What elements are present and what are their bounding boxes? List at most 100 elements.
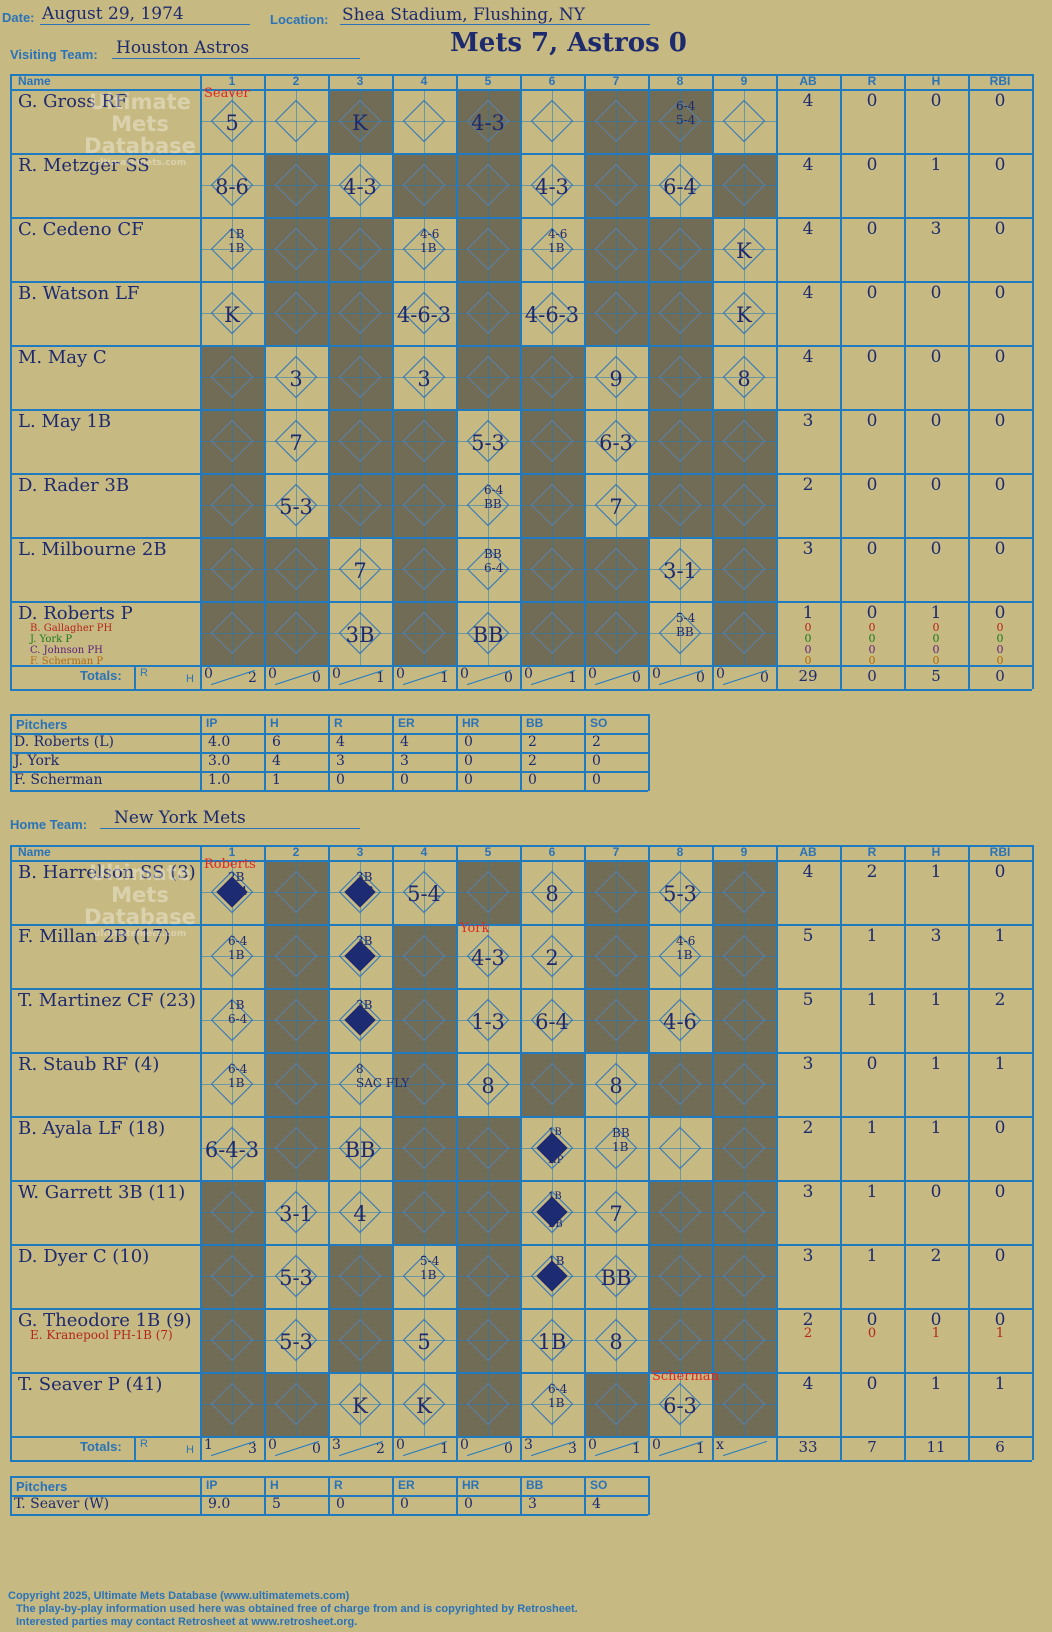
cell-guide-line	[520, 633, 584, 634]
column-border	[392, 74, 394, 689]
cell-guide-line	[584, 956, 648, 957]
pitch-header-so: SO	[590, 716, 608, 730]
play-result: K	[416, 1394, 432, 1418]
inning-runs: 0	[460, 1437, 469, 1453]
play-result: 5-3	[279, 495, 313, 519]
player-ab: 2	[802, 1118, 814, 1138]
play-result: 5	[225, 111, 239, 135]
player-r: 1	[866, 990, 878, 1010]
player-rbi: 0	[994, 91, 1006, 111]
play-result: 1-3	[471, 1010, 505, 1034]
cell-guide-line	[200, 1148, 264, 1149]
pitch-col-border	[520, 714, 522, 791]
cell-guide-line	[456, 1084, 520, 1085]
totals-h-label: H	[186, 1444, 194, 1456]
copyright-footer: Copyright 2025, Ultimate Mets Database (…	[8, 1590, 578, 1629]
cell-guide-line	[200, 377, 264, 378]
cell-guide-line	[648, 1212, 712, 1213]
column-border	[328, 845, 330, 1460]
player-name: C. Cedeno CF	[18, 219, 144, 240]
cell-guide-line	[328, 505, 392, 506]
pitcher-stat: 6	[272, 734, 281, 750]
cell-guide-line	[392, 1020, 456, 1021]
sub-r: 0	[867, 1326, 877, 1341]
column-border	[904, 74, 906, 689]
cell-guide-line	[264, 956, 328, 957]
cell-guide-line	[712, 377, 776, 378]
cell-guide-line	[200, 1404, 264, 1405]
pitcher-stat: 0	[464, 772, 473, 788]
inning-header-1: 1	[228, 74, 236, 88]
cell-guide-line	[648, 505, 712, 506]
pitch-header-er: ER	[398, 1478, 415, 1492]
pitcher-stat: 4	[272, 753, 281, 769]
pitch-col-border	[264, 1476, 266, 1515]
pitch-header-ip: IP	[206, 1478, 218, 1492]
inning-header-5: 5	[484, 845, 492, 859]
column-border	[10, 74, 12, 689]
pitch-header-h: H	[270, 1478, 279, 1492]
player-ab: 3	[802, 539, 814, 559]
inning-runs: x	[716, 1437, 724, 1453]
pitcher-stat: 2	[528, 734, 537, 750]
play-result: K	[224, 303, 240, 327]
play-result: 5-4 1B	[420, 1254, 440, 1282]
inning-header-4: 4	[420, 845, 428, 859]
cell-guide-line	[456, 633, 520, 634]
cell-guide-line	[264, 313, 328, 314]
inning-hits: 1	[440, 1441, 449, 1457]
pitch-row-border	[10, 790, 648, 792]
inning-runs: 0	[396, 1437, 405, 1453]
player-ab: 4	[802, 91, 814, 111]
player-name: D. Dyer C (10)	[18, 1246, 150, 1267]
cell-guide-line	[648, 956, 712, 957]
inning-header-7: 7	[612, 74, 620, 88]
watermark-logo: Ultimate Mets Database ultimatemets.com	[80, 91, 200, 191]
player-rbi: 1	[994, 926, 1006, 946]
play-result: 3	[417, 367, 431, 391]
play-result: 5	[417, 1330, 431, 1354]
pitch-header-h: H	[270, 716, 279, 730]
inning-header-4: 4	[420, 74, 428, 88]
player-ab: 4	[802, 219, 814, 239]
cell-guide-line	[392, 121, 456, 122]
sub-stat: 0	[868, 621, 876, 634]
player-r: 0	[866, 283, 878, 303]
player-h: 0	[930, 411, 942, 431]
stat-header-rbi: RBI	[989, 74, 1011, 88]
cell-guide-line	[200, 249, 264, 250]
cell-guide-line	[392, 441, 456, 442]
play-result: BB	[344, 1138, 376, 1162]
player-ab: 5	[802, 926, 814, 946]
pitcher-name: D. Roberts (L)	[14, 734, 115, 750]
column-border	[840, 845, 842, 1460]
pitch-col-border	[648, 714, 650, 791]
watermark-text: Database	[84, 134, 196, 158]
cell-guide-line	[456, 1276, 520, 1277]
sub-player-name: E. Kranepool PH-1B (7)	[30, 1328, 173, 1342]
play-result: 6-4 1B	[228, 934, 248, 962]
cell-guide-line	[520, 505, 584, 506]
cell-guide-line	[712, 1340, 776, 1341]
sub-stat: 0	[804, 632, 812, 645]
player-ab: 5	[802, 990, 814, 1010]
sub-stat: 0	[932, 654, 940, 667]
play-result: 6-4 BB	[484, 483, 504, 511]
play-result: 8 SAC FLY	[356, 1062, 409, 1090]
date-label: Date:	[2, 10, 35, 25]
column-border	[520, 845, 522, 1460]
cell-guide-line	[264, 505, 328, 506]
cell-guide-line	[456, 313, 520, 314]
play-result: 8	[737, 367, 751, 391]
pitch-header-r: R	[334, 1478, 343, 1492]
cell-guide-line	[520, 441, 584, 442]
inning-header-9: 9	[740, 845, 748, 859]
inning-total-slash	[722, 1440, 768, 1457]
column-border	[456, 845, 458, 1460]
cell-guide-line	[584, 1084, 648, 1085]
totals-label-border	[134, 1436, 136, 1460]
pitch-col-border	[328, 1476, 330, 1515]
cell-guide-line	[264, 377, 328, 378]
player-rbi: 0	[994, 603, 1006, 623]
play-result: 4-3	[471, 946, 505, 970]
